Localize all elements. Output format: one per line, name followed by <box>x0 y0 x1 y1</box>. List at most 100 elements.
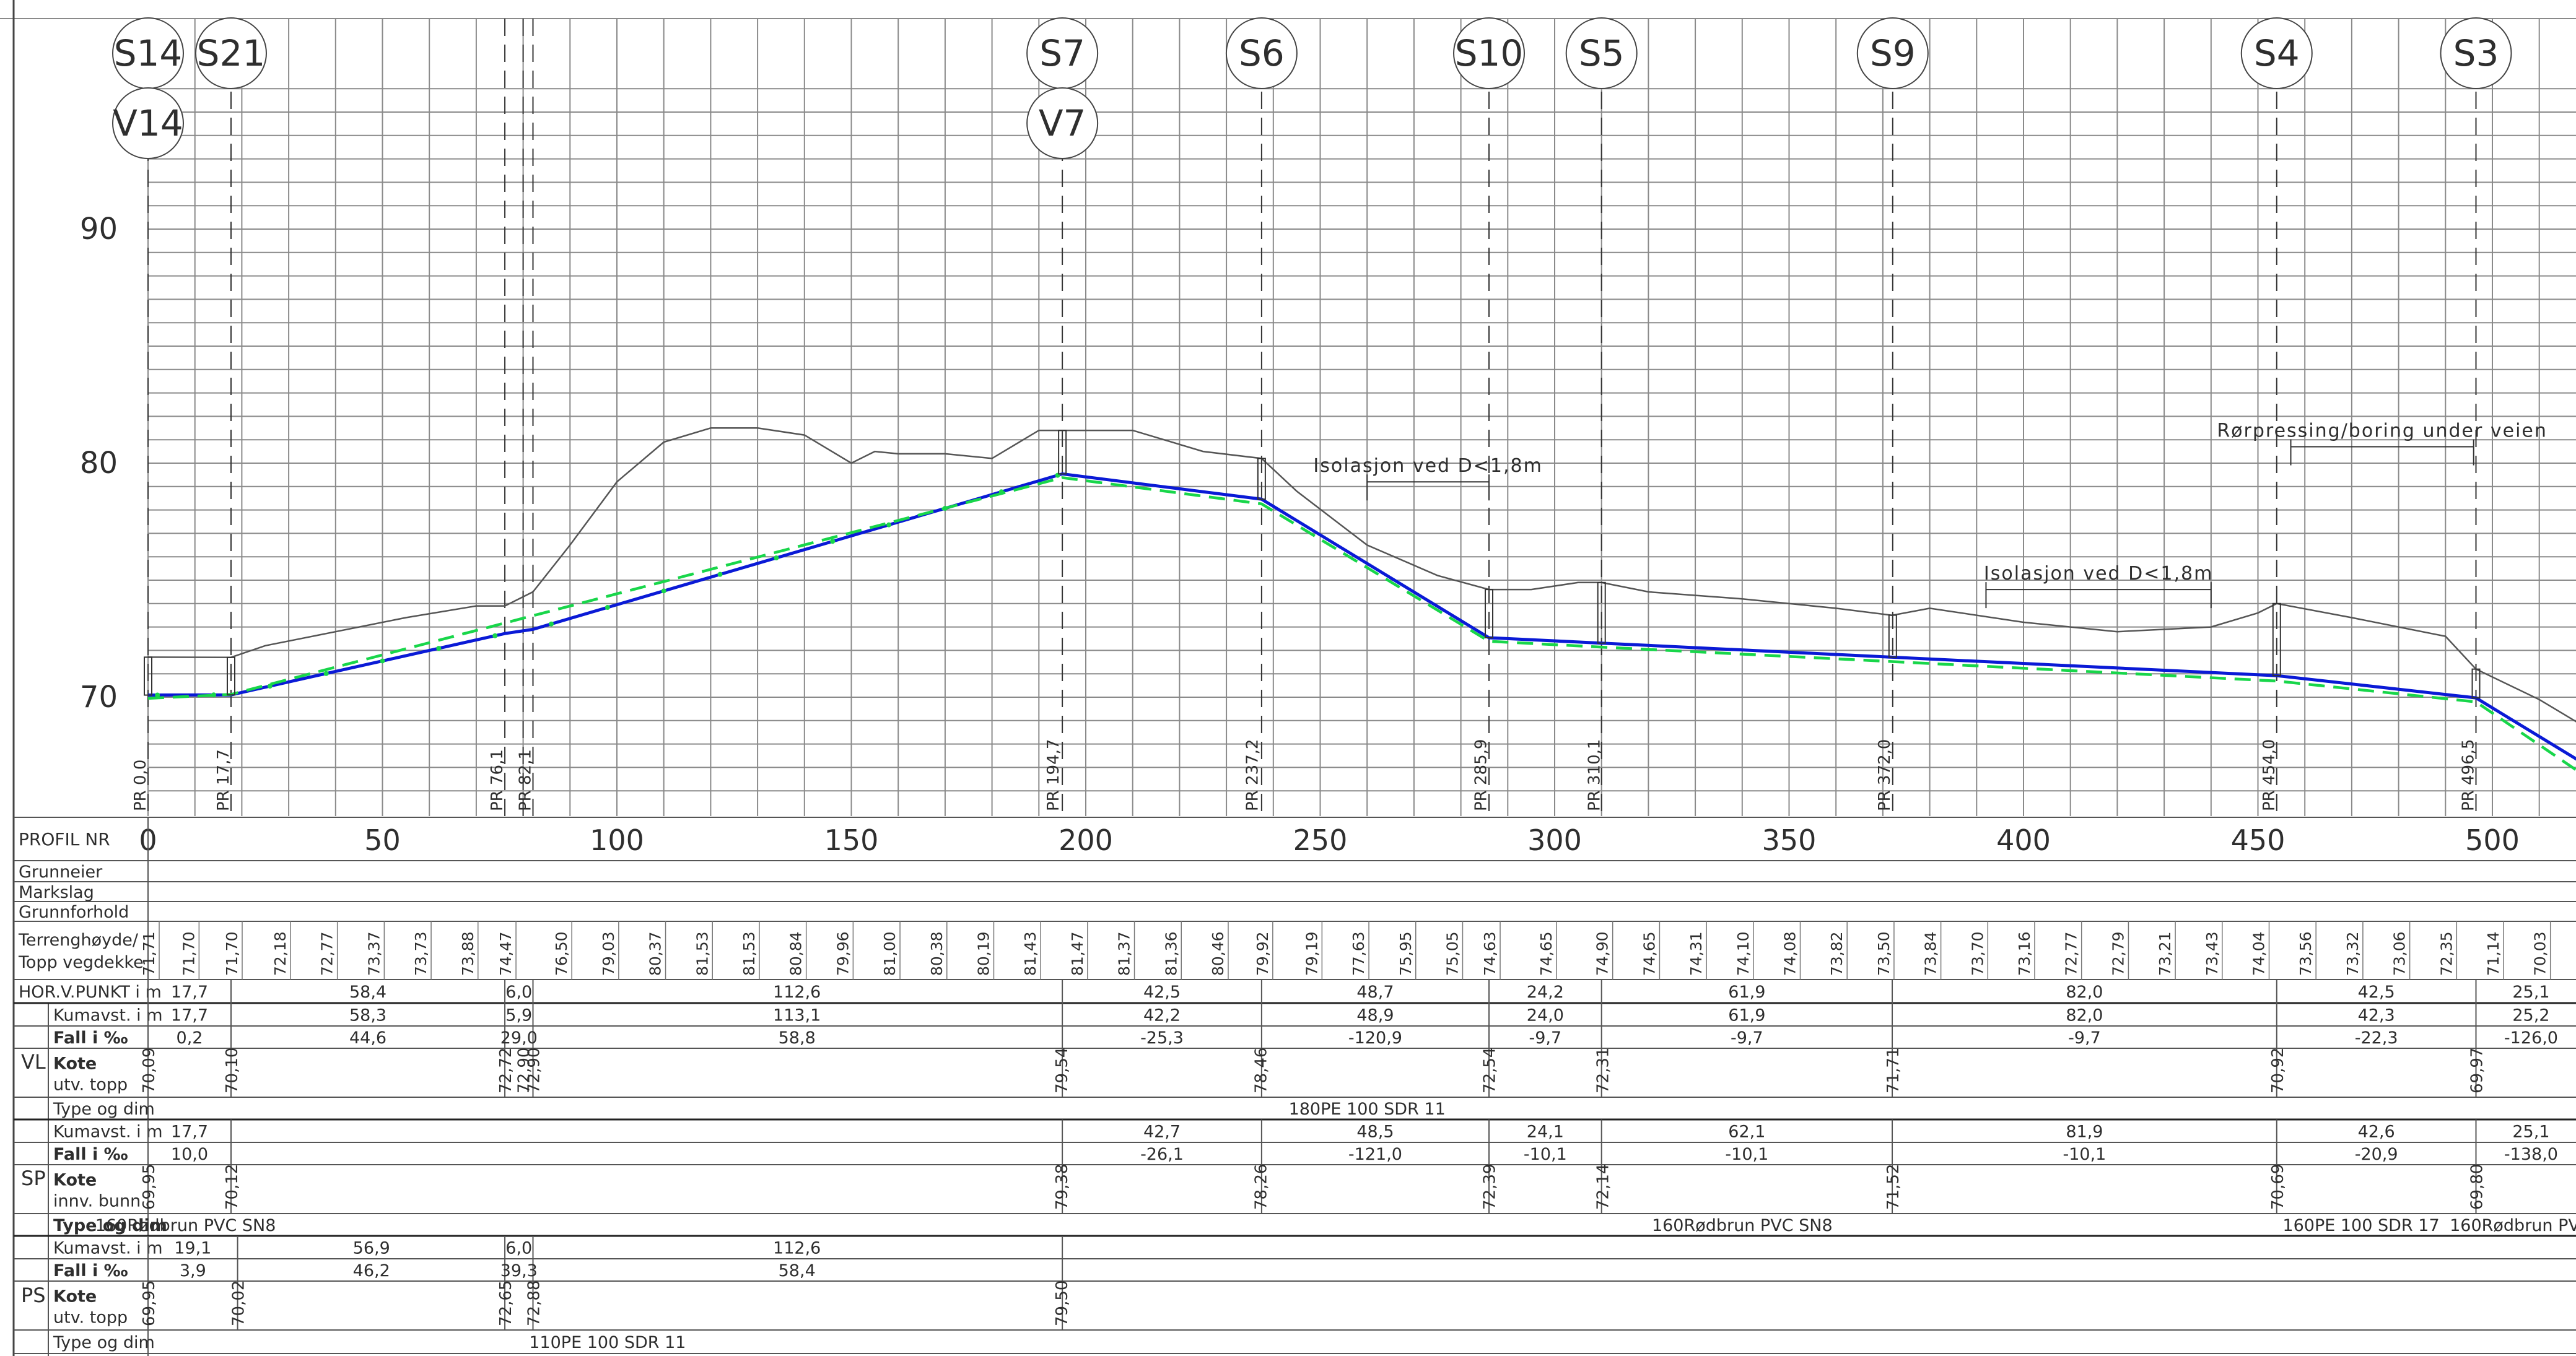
table-cell-value: 160Rødbrun PVC SN8 <box>95 1216 276 1235</box>
table-cell-value: 24,2 <box>1527 983 1564 1002</box>
row-label: Kote <box>53 1054 97 1074</box>
row-label: Grunnforhold <box>19 903 129 922</box>
row-label: Type og dim <box>53 1216 167 1235</box>
table-cell-value: -10,1 <box>2063 1145 2106 1164</box>
terrain-height-value: 73,82 <box>1828 931 1846 976</box>
terrain-height-value: 81,37 <box>1116 931 1133 976</box>
table-cell-value: 42,3 <box>2358 1006 2395 1025</box>
ps-kote-value: 72,88 <box>525 1280 543 1326</box>
vl-kote-value: 72,90 <box>525 1048 543 1093</box>
row-label: Kumavst. i m <box>53 1123 163 1142</box>
station-label-secondary: V7 <box>1039 102 1086 144</box>
table-cell-value: 42,5 <box>2358 983 2395 1002</box>
terrain-height-value: 73,56 <box>2297 931 2315 976</box>
table-cell-value: -10,1 <box>1524 1145 1567 1164</box>
table-cell-value: 160PE 100 SDR 17 <box>2282 1216 2439 1235</box>
table-cell-value: 46,2 <box>353 1261 390 1280</box>
vl-point-marker <box>717 572 723 577</box>
station-circle <box>1225 17 1298 89</box>
table-cell-value: 42,7 <box>1143 1123 1181 1142</box>
table-cell-value: 25,2 <box>2512 1006 2549 1025</box>
table-cell-value: 56,9 <box>353 1239 390 1258</box>
chainage-tick-label: 350 <box>1762 824 1817 857</box>
vl-kote-value: 70,09 <box>140 1048 159 1093</box>
pr-label: PR 82,1 <box>516 749 535 811</box>
terrain-height-value: 73,37 <box>365 931 383 976</box>
pr-label: PR 496,5 <box>2460 739 2478 811</box>
station-label: S4 <box>2254 32 2300 74</box>
pr-label: PR 194,7 <box>1044 739 1063 811</box>
row-label: Kumavst. i m <box>53 1006 163 1025</box>
table-cell-value: 58,4 <box>779 1261 816 1280</box>
vl-point-marker <box>774 555 779 560</box>
table-cell-value: -121,0 <box>1348 1145 1402 1164</box>
terrain-height-value: 74,47 <box>497 931 515 976</box>
terrain-height-value: 80,84 <box>787 931 805 976</box>
manhole-shaft <box>2471 668 2481 699</box>
terrain-height-value: 81,53 <box>740 931 758 976</box>
vl-kote-value: 70,10 <box>223 1048 242 1093</box>
row-label: Markslag <box>19 883 94 902</box>
vl-point-marker <box>830 539 836 544</box>
station-circle-secondary <box>112 87 184 159</box>
vl-point-marker <box>323 671 329 676</box>
terrain-height-value: 73,06 <box>2391 931 2409 976</box>
chainage-tick-label: 500 <box>2465 824 2520 857</box>
vl-point-marker <box>549 621 554 627</box>
table-cell-value: 61,9 <box>1728 1006 1765 1025</box>
row-label: Fall i ‰ <box>53 1028 128 1048</box>
vl-kote-value: 72,54 <box>1480 1048 1499 1093</box>
elevation-tick-label: 70 <box>80 680 118 715</box>
chainage-tick-label: 50 <box>364 824 401 857</box>
table-cell-value: 81,9 <box>2066 1123 2103 1142</box>
series-terrain-line <box>147 427 2576 723</box>
sp-kote-value: 69,95 <box>140 1164 159 1210</box>
table-cell-value: 48,7 <box>1356 983 1394 1002</box>
terrain-height-value: 72,77 <box>318 931 336 976</box>
ps-kote-value: 72,65 <box>497 1280 515 1326</box>
elevation-tick-label: 90 <box>80 212 118 246</box>
terrain-height-value: 73,50 <box>1875 931 1893 976</box>
station-circle-secondary <box>1026 87 1099 159</box>
table-cell-value: 42,6 <box>2358 1123 2395 1142</box>
table-cell-value: 10,0 <box>171 1145 208 1164</box>
terrain-height-value: 79,96 <box>834 931 852 976</box>
terrain-height-value: 81,36 <box>1162 931 1180 976</box>
pr-label: PR 76,1 <box>488 749 507 811</box>
row-label: HOR.V.PUNKT i m <box>19 983 162 1002</box>
profile-lines <box>144 427 2576 772</box>
table-cell-value: 19,1 <box>174 1239 211 1258</box>
row-label: Kote <box>53 1287 97 1306</box>
vl-point-marker <box>380 658 385 664</box>
table-cell-value: 6,0 <box>505 1239 532 1258</box>
sp-kote-value: 78,26 <box>1252 1164 1271 1210</box>
annotation-label: Isolasjon ved D<1,8m <box>1313 455 1542 477</box>
chainage-tick-label: 450 <box>2231 824 2286 857</box>
station-circle <box>1565 17 1638 89</box>
table-cell-value: 17,7 <box>171 1006 208 1025</box>
ps-kote-value: 69,95 <box>140 1280 159 1326</box>
manhole-shaft <box>1597 581 1606 644</box>
row-label: Fall i ‰ <box>53 1145 128 1164</box>
terrain-height-value: 74,65 <box>1537 931 1555 976</box>
series-sp-line <box>147 476 2576 772</box>
terrain-height-value: 73,16 <box>2015 931 2033 976</box>
group-label: VL <box>21 1050 46 1074</box>
chainage-tick-label: 150 <box>824 824 879 857</box>
manhole-shaft <box>1888 614 1897 658</box>
table-cell-value: 58,4 <box>349 983 386 1002</box>
table-cell-value: -25,3 <box>1140 1028 1184 1048</box>
terrain-height-value: 79,03 <box>600 931 618 976</box>
station-label: S7 <box>1039 32 1085 74</box>
terrain-height-value: 81,43 <box>1021 931 1039 976</box>
terrain-height-value: 76,50 <box>552 931 570 976</box>
sp-kote-value: 72,39 <box>1480 1164 1499 1210</box>
terrain-height-value: 77,63 <box>1350 931 1368 976</box>
ps-kote-value: 79,50 <box>1053 1280 1072 1326</box>
terrain-height-value: 71,70 <box>223 931 241 976</box>
table-cell-value: 44,6 <box>349 1028 386 1048</box>
table-cell-value: 0,2 <box>177 1028 203 1048</box>
station-circle <box>2240 17 2313 89</box>
pr-label: PR 17,7 <box>214 749 233 811</box>
